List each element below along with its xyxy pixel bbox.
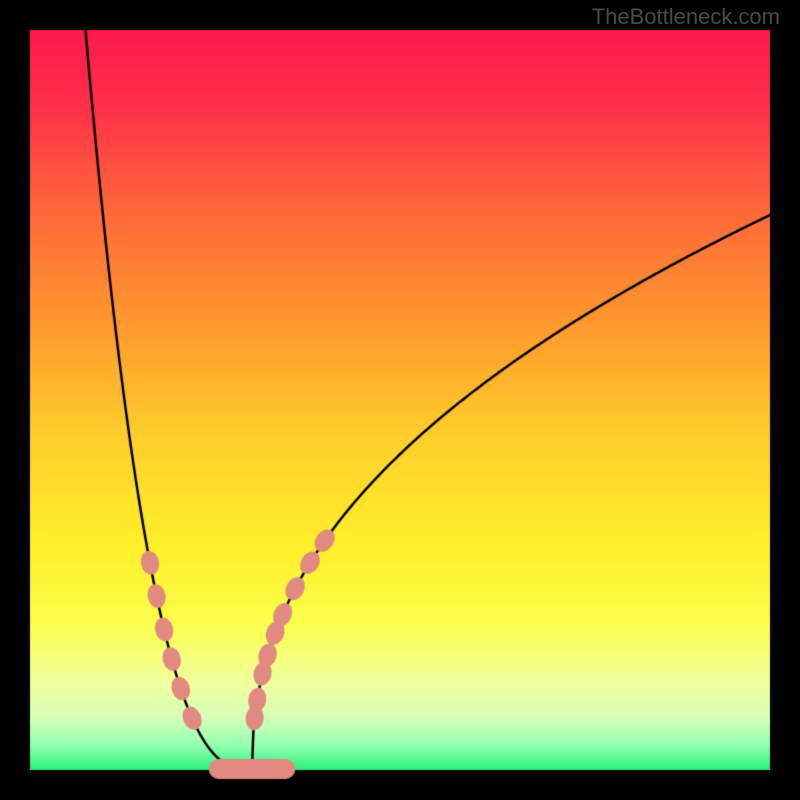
watermark-text: TheBottleneck.com [592, 4, 780, 30]
bottleneck-chart-canvas [0, 0, 800, 800]
